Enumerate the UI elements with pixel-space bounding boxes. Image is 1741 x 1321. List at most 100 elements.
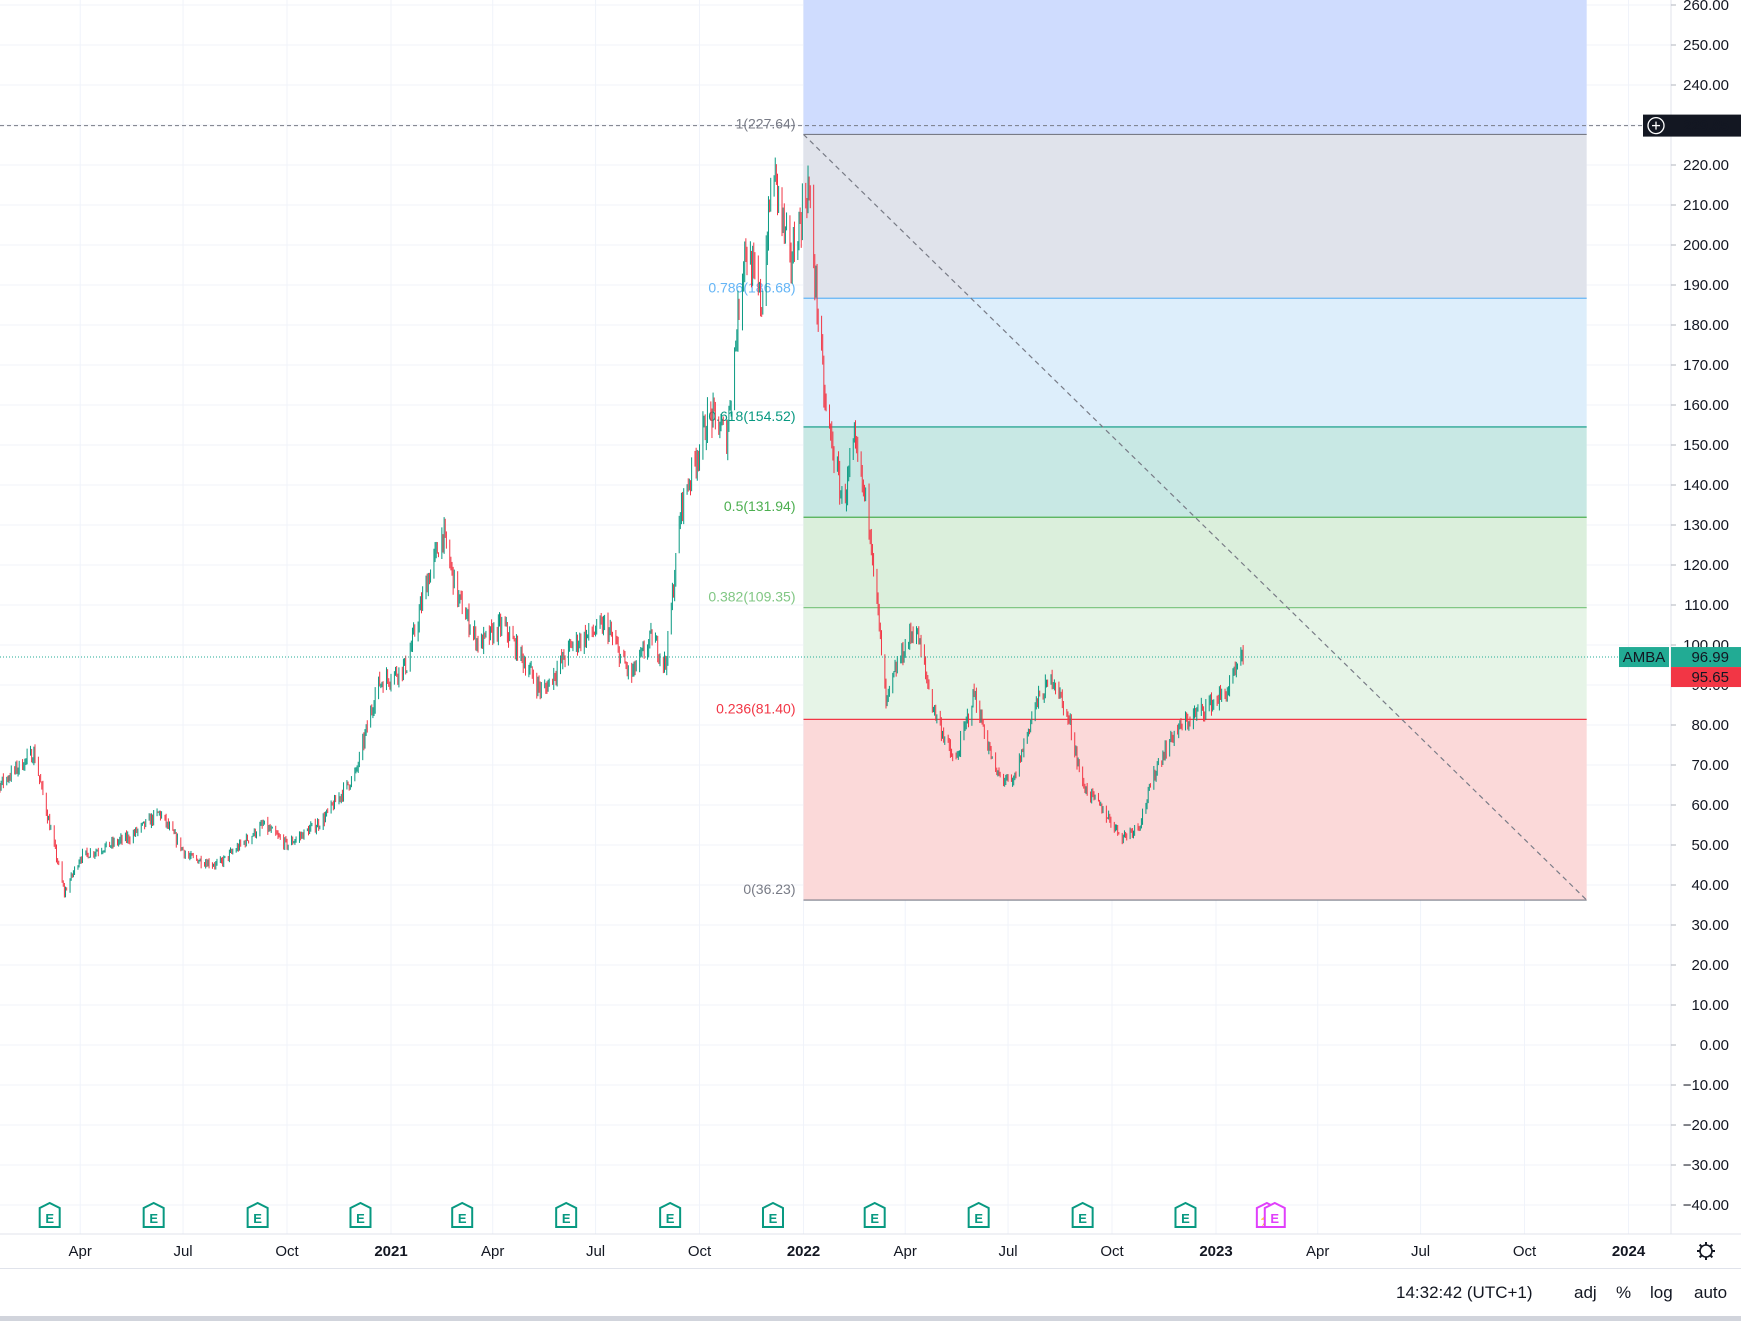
fib-level-label: 0(36.23): [743, 881, 795, 897]
time-tick-label: Jul: [173, 1243, 192, 1260]
price-tick-label: 140.00: [1683, 477, 1729, 494]
fib-extension-zone: [803, 0, 1587, 135]
earnings-icon-letter: E: [356, 1211, 365, 1226]
earnings-icon-shape: [142, 1201, 165, 1228]
earnings-icon-shape: [246, 1201, 269, 1228]
earnings-icon-letter: E: [253, 1211, 262, 1226]
prev-close-label: 95.65: [1691, 669, 1729, 686]
earnings-icon-letter: E: [1078, 1211, 1087, 1226]
bottom-toolbar: 14:32:42 (UTC+1) adj % log auto: [0, 1268, 1741, 1321]
gear-icon-tooth: [1709, 1254, 1714, 1259]
earnings-icon-shape: [555, 1201, 578, 1228]
earnings-icon-letter: E: [458, 1211, 467, 1226]
fib-level-label: 0.5(131.94): [724, 498, 796, 514]
price-tick-label: 220.00: [1683, 157, 1729, 174]
time-axis[interactable]: [0, 1234, 1741, 1268]
time-tick-label: Jul: [586, 1243, 605, 1260]
fib-zone: [803, 517, 1587, 608]
auto-scale-button[interactable]: auto: [1694, 1283, 1728, 1302]
earnings-icon[interactable]: E: [451, 1201, 474, 1228]
price-axis[interactable]: [1671, 0, 1741, 1268]
earnings-icon-letter: E: [1181, 1211, 1190, 1226]
last-price-badge: [1671, 647, 1741, 668]
time-tick-label: Apr: [481, 1243, 504, 1260]
price-tick-label: 110.00: [1684, 597, 1729, 614]
earnings-icon-shape: [863, 1201, 886, 1228]
log-scale-button[interactable]: log: [1650, 1283, 1673, 1302]
price-tick-label: −20.00: [1683, 1117, 1729, 1134]
time-tick-label: Oct: [1100, 1243, 1124, 1260]
fib-level-label: 0.618(154.52): [708, 408, 795, 424]
price-tick-label: 160.00: [1683, 397, 1729, 414]
earnings-icon-shape: [1071, 1201, 1094, 1228]
price-tick-label: −30.00: [1683, 1157, 1729, 1174]
price-tick-label: 210.00: [1683, 197, 1729, 214]
price-tick-label: 10.00: [1691, 997, 1729, 1014]
symbol-label: AMBA: [1623, 649, 1666, 666]
time-tick-label: Oct: [275, 1243, 299, 1260]
time-tick-label: Apr: [1306, 1243, 1329, 1260]
price-tick-label: 70.00: [1691, 757, 1729, 774]
earnings-icon-shape: [451, 1201, 474, 1228]
fib-zone: [803, 607, 1587, 720]
last-price-label: 96.99: [1691, 649, 1729, 666]
chart[interactable]: 1(227.64)0.786(186.68)0.618(154.52)0.5(1…: [0, 0, 1741, 1268]
earnings-icon[interactable]: E: [142, 1201, 165, 1228]
earnings-icon-shape: [761, 1201, 784, 1228]
fib-zone: [803, 719, 1587, 901]
fib-zone: [803, 134, 1587, 299]
price-tick-label: 20.00: [1691, 957, 1729, 974]
earnings-icon[interactable]: E: [863, 1201, 886, 1228]
time-tick-label: 2023: [1199, 1243, 1232, 1260]
fib-zone: [803, 426, 1587, 518]
price-tick-label: 120.00: [1683, 557, 1729, 574]
gear-icon-tooth: [1698, 1243, 1703, 1248]
earnings-upcoming-icon[interactable]: E: [1263, 1201, 1286, 1228]
gear-icon-tooth: [1709, 1243, 1714, 1248]
price-tick-label: 50.00: [1691, 837, 1729, 854]
earnings-upcoming-icon-letter: E: [1270, 1211, 1279, 1226]
earnings-upcoming-icon-shape: [1263, 1201, 1286, 1228]
plus-circle-icon[interactable]: [1647, 116, 1665, 135]
earnings-icon[interactable]: E: [246, 1201, 269, 1228]
earnings-icon-shape: [659, 1201, 682, 1228]
earnings-icon-shape: [967, 1201, 990, 1228]
price-tick-label: 130.00: [1683, 517, 1729, 534]
price-tick-label: 60.00: [1691, 797, 1729, 814]
earnings-icon-letter: E: [45, 1211, 54, 1226]
price-tick-label: 40.00: [1691, 877, 1729, 894]
adjust-data-button[interactable]: adj: [1574, 1283, 1597, 1302]
fib-level-label: 1(227.64): [736, 115, 796, 131]
fib-trendline[interactable]: [803, 134, 1588, 901]
price-tick-label: 30.00: [1691, 917, 1729, 934]
prev-close-badge: [1671, 667, 1741, 688]
earnings-icon[interactable]: E: [967, 1201, 990, 1228]
earnings-icon-letter: E: [149, 1211, 158, 1226]
earnings-icon[interactable]: E: [761, 1201, 784, 1228]
earnings-icon[interactable]: E: [1174, 1201, 1197, 1228]
time-tick-label: 2022: [787, 1243, 820, 1260]
earnings-icon-shape: [38, 1201, 61, 1228]
time-tick-label: 2024: [1612, 1243, 1646, 1260]
earnings-icon[interactable]: E: [659, 1201, 682, 1228]
time-tick-label: Oct: [1513, 1243, 1537, 1260]
earnings-icon-shape: [349, 1201, 372, 1228]
earnings-icon[interactable]: E: [1071, 1201, 1094, 1228]
bottom-scroll-strip: [0, 1316, 1741, 1321]
price-tick-label: 170.00: [1683, 357, 1729, 374]
fib-level-label: 0.236(81.40): [716, 700, 795, 716]
time-tick-label: Apr: [69, 1243, 92, 1260]
time-tick-label: Jul: [998, 1243, 1017, 1260]
price-tick-label: 250.00: [1683, 37, 1729, 54]
earnings-icon[interactable]: E: [38, 1201, 61, 1228]
price-tick-label: 190.00: [1683, 277, 1729, 294]
earnings-icon[interactable]: E: [555, 1201, 578, 1228]
price-tick-label: −10.00: [1683, 1077, 1729, 1094]
percent-scale-button[interactable]: %: [1616, 1283, 1632, 1302]
earnings-icon[interactable]: E: [349, 1201, 372, 1228]
time-tick-label: Oct: [688, 1243, 712, 1260]
clock-timezone[interactable]: 14:32:42 (UTC+1): [1396, 1283, 1533, 1302]
earnings-icon-letter: E: [974, 1211, 983, 1226]
time-tick-label: Jul: [1411, 1243, 1430, 1260]
crosshair-price-label: 229.85: [1683, 118, 1729, 135]
